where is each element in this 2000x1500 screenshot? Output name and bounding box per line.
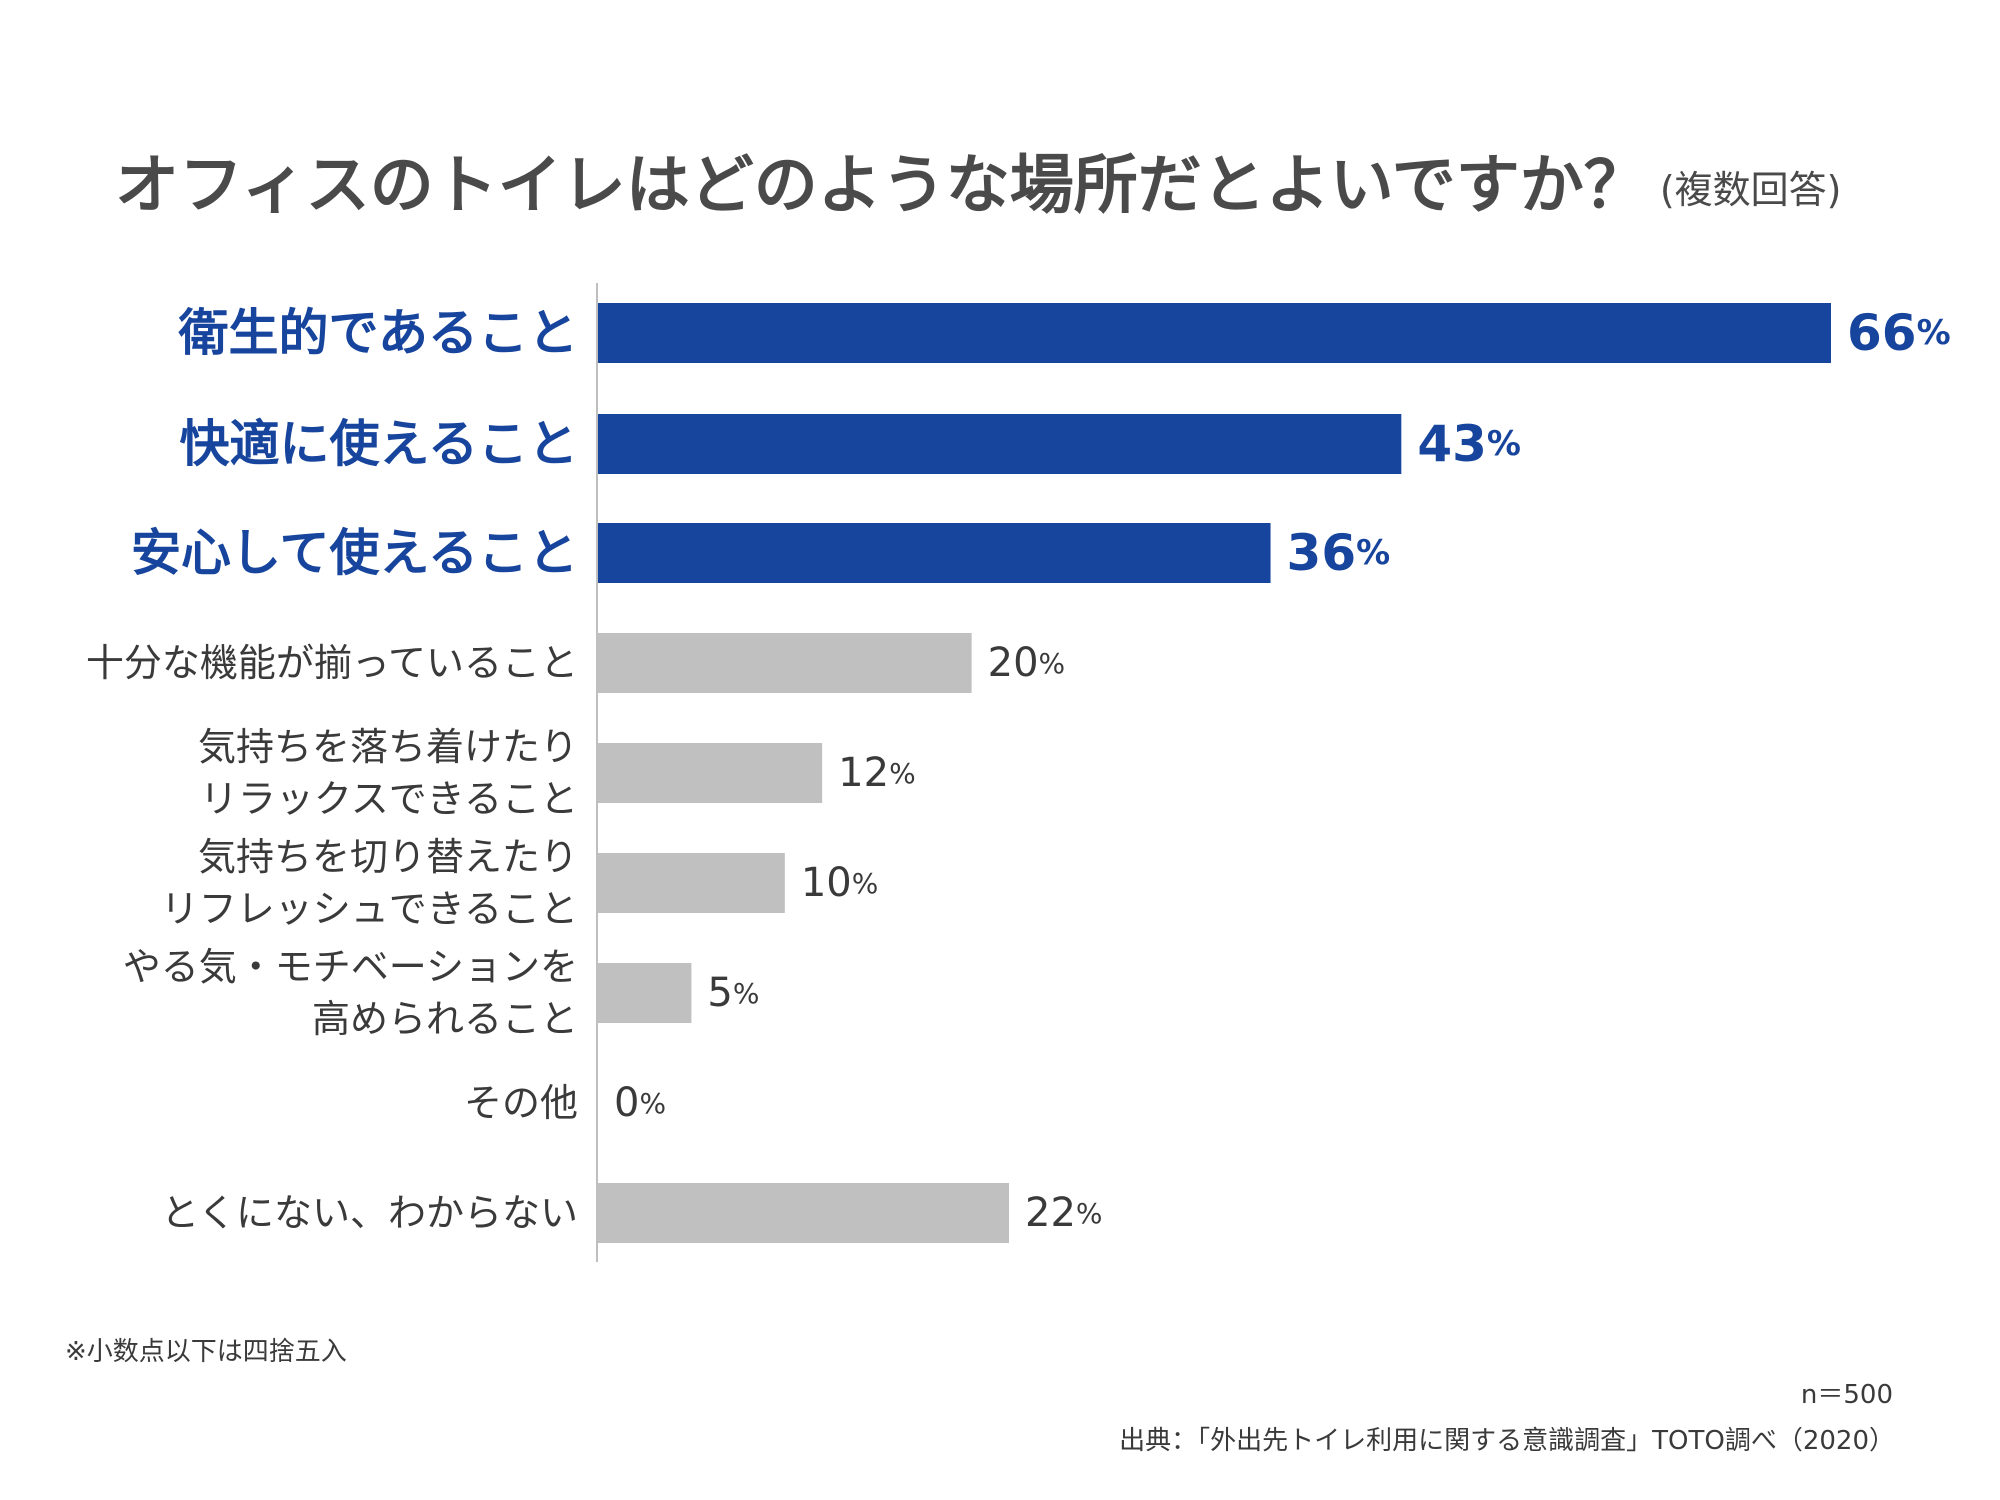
bar-1 xyxy=(598,303,1831,363)
value-label: 66% xyxy=(1847,304,1951,362)
value-label: 20% xyxy=(988,640,1066,686)
category-label: 十分な機能が揃っていること xyxy=(86,641,578,685)
value-label: 5% xyxy=(707,970,759,1016)
bar-2 xyxy=(598,414,1402,474)
category-label: 安心して使えること xyxy=(131,524,578,582)
category-label: とくにない、わからない xyxy=(161,1191,578,1235)
bar-series: 衛生的であること 66% 快適に使えること 43% 安心して使えること 36% 十分な機能が… xyxy=(86,303,1951,1243)
category-label: 快適に使えること xyxy=(180,415,579,473)
category-label: リラックスできること xyxy=(200,777,578,821)
category-label: 気持ちを切り替えたり xyxy=(198,835,578,879)
sample-size: n＝500 xyxy=(1801,1380,1893,1410)
value-label: 10% xyxy=(801,860,879,906)
category-label: やる気・モチベーションを xyxy=(123,945,578,989)
bar-9 xyxy=(598,1183,1009,1243)
value-label: 0% xyxy=(614,1080,666,1126)
bar-4 xyxy=(598,633,972,693)
category-label: 気持ちを落ち着けたり xyxy=(198,725,578,769)
value-label: 12% xyxy=(838,750,916,796)
value-label: 43% xyxy=(1417,415,1521,473)
bar-3 xyxy=(598,523,1271,583)
value-label: 22% xyxy=(1025,1190,1103,1236)
value-label: 36% xyxy=(1287,524,1391,582)
chart-title: オフィスのトイレはどのような場所だとよいですか？ xyxy=(115,149,1648,223)
source-note: 出典：「外出先トイレ利用に関する意識調査」TOTO調べ（2020） xyxy=(1119,1426,1895,1456)
chart-subtitle: (複数回答) xyxy=(1660,168,1842,212)
rounding-note: ※小数点以下は四捨五入 xyxy=(65,1337,347,1367)
category-label: 衛生的であること xyxy=(178,304,579,362)
category-label: その他 xyxy=(464,1081,578,1125)
bar-5 xyxy=(598,743,823,803)
category-label: リフレッシュできること xyxy=(161,887,578,931)
bar-6 xyxy=(598,853,785,913)
category-label: 高められること xyxy=(312,997,578,1041)
bar-7 xyxy=(598,963,692,1023)
